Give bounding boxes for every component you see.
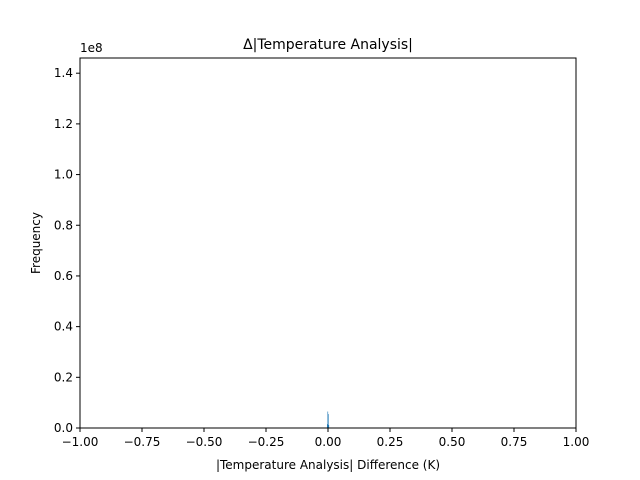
x-tick-label-3: −0.25: [248, 435, 285, 449]
y-offset-label: 1e8: [80, 41, 103, 55]
y-tick-label-1: 0.2: [54, 370, 73, 384]
x-tick-label-7: 0.75: [501, 435, 528, 449]
x-tick-label-1: −0.75: [124, 435, 161, 449]
x-tick-label-4: 0.00: [315, 435, 342, 449]
bars-layer: [327, 411, 330, 428]
y-tick-label-0: 0.0: [54, 421, 73, 435]
x-tick-label-5: 0.25: [377, 435, 404, 449]
y-tick-label-4: 0.8: [54, 218, 73, 232]
histogram-bar-3: [328, 424, 330, 428]
histogram-bar-1: [327, 411, 329, 428]
x-ticks: −1.00 −0.75 −0.50 −0.25 0.00 0.25 0.50 0.75 1.00: [62, 428, 590, 449]
y-tick-label-5: 1.0: [54, 168, 73, 182]
chart-title: Δ|Temperature Analysis|: [243, 37, 413, 53]
y-tick-label-3: 0.6: [54, 269, 73, 283]
histogram-bar-0: [327, 424, 328, 428]
x-tick-label-2: −0.50: [186, 435, 223, 449]
y-ticks: 0.0 0.2 0.4 0.6 0.8 1.0 1.2 1.4: [54, 66, 80, 435]
x-tick-label-6: 0.50: [439, 435, 466, 449]
histogram-bar-2: [328, 414, 329, 428]
y-axis-label: Frequency: [29, 212, 43, 274]
y-tick-label-6: 1.2: [54, 117, 73, 131]
x-tick-label-0: −1.00: [62, 435, 99, 449]
y-tick-label-7: 1.4: [54, 66, 73, 80]
plot-frame: [79, 57, 577, 429]
x-tick-label-8: 1.00: [563, 435, 590, 449]
x-axis-label: |Temperature Analysis| Difference (K): [216, 458, 440, 472]
y-tick-label-2: 0.4: [54, 320, 73, 334]
